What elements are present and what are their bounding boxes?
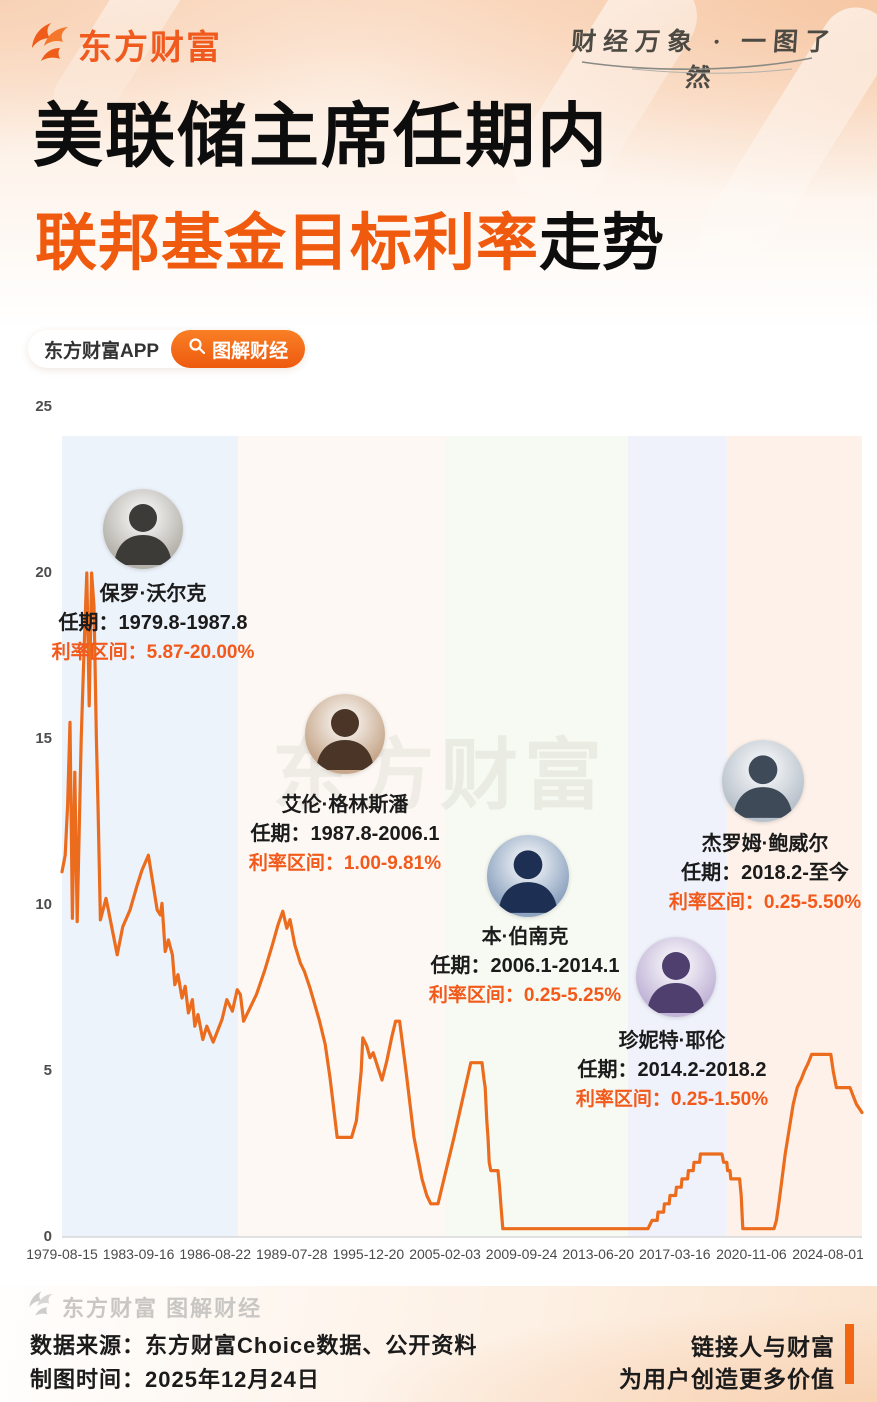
tenure-value: 2006.1-2014.1 [490,955,620,977]
rate-value: 0.25-5.25% [523,985,622,1006]
brand-logo: 东方财富 [30,20,222,69]
x-tick-label: 1995-12-20 [332,1246,405,1262]
slogan-swoosh-decoration [581,57,813,74]
tenure-value: 1979.8-1987.8 [118,612,248,634]
chairman-tenure: 任期：2018.2-至今 [640,859,877,888]
footer-watermark-text: 东方财富 图解财经 [62,1295,263,1321]
tenure-label: 任期： [577,1059,638,1081]
eastmoney-logo-icon-gray [28,1290,54,1323]
banner-background [0,0,877,330]
y-tick-label: 15 [35,730,52,747]
y-tick-label: 5 [43,1062,52,1079]
rate-value: 0.25-5.50% [763,892,862,913]
bernanke-photo [487,835,569,917]
rate-label: 利率区间： [248,853,344,874]
footer-background [0,1286,877,1402]
app-pill[interactable]: 东方财富APP 图解财经 [28,330,306,368]
page-subtitle: 联邦基金目标利率走势 [35,192,665,282]
brand-logo-text: 东方财富 [78,29,222,67]
page-title: 美联储主席任期内 [33,97,609,175]
chairman-rate-range: 利率区间：0.25-5.50% [640,888,877,917]
powell-photo [722,740,804,822]
footer-accent-bar [845,1324,854,1384]
chairman-name: 杰罗姆·鲍威尔 [701,833,829,855]
chart-finance-button-label: 图解财经 [212,340,289,362]
tenure-label: 任期： [250,823,311,845]
x-tick-label: 1979-08-15 [26,1246,98,1262]
footer-watermark: 东方财富 图解财经 [28,1290,262,1323]
chairman-name: 艾伦·格林斯潘 [281,794,409,816]
yellen-info: 珍妮特·耶伦 任期：2014.2-2018.2 利率区间：0.25-1.50% [537,1027,807,1114]
x-tick-label: 2005-02-03 [409,1246,481,1262]
x-tick-label: 2013-06-20 [562,1246,634,1262]
powell-info: 杰罗姆·鲍威尔 任期：2018.2-至今 利率区间：0.25-5.50% [640,830,877,917]
y-tick-label: 0 [43,1228,52,1245]
y-tick-label: 25 [35,398,52,415]
x-tick-label: 1989-07-28 [255,1246,328,1262]
subtitle-rest: 走势 [539,209,666,278]
chairman-rate-range: 利率区间：5.87-20.00% [18,638,288,667]
app-pill-label: 东方财富APP [44,340,160,362]
search-icon [188,337,206,361]
chairman-tenure: 任期：2006.1-2014.1 [390,952,660,981]
rate-label: 利率区间： [428,985,524,1006]
chairman-tenure: 任期：2014.2-2018.2 [537,1056,807,1085]
x-tick-label: 2017-03-16 [638,1246,711,1262]
x-tick-label: 1983-09-16 [102,1246,175,1262]
chairman-rate-range: 利率区间：0.25-5.25% [390,981,660,1010]
rate-label: 利率区间： [575,1089,671,1110]
rate-value: 1.00-9.81% [343,853,442,874]
greenspan-photo [305,694,385,774]
volcker-photo [103,489,183,569]
rate-label: 利率区间： [51,642,147,663]
chairman-tenure: 任期：1979.8-1987.8 [18,609,288,638]
chairman-name: 本·伯南克 [481,926,569,948]
chart-finance-button[interactable]: 图解财经 [171,330,306,368]
tenure-value: 2014.2-2018.2 [637,1059,767,1081]
tenure-label: 任期： [681,862,742,884]
tenure-label: 任期： [58,612,119,634]
yellen-photo [636,937,716,1017]
y-tick-label: 20 [35,564,52,581]
tenure-value: 2018.2-至今 [741,862,849,884]
chairman-rate-range: 利率区间：1.00-9.81% [210,849,480,878]
chart-date-line: 制图时间：2025年12月24日 [30,1367,320,1392]
rate-label: 利率区间： [668,892,764,913]
chairman-name: 珍妮特·耶伦 [618,1030,726,1052]
brand-slogan-line1: 链接人与财富 [691,1334,835,1360]
y-tick-label: 10 [35,896,52,913]
data-source-line: 数据来源：东方财富Choice数据、公开资料 [30,1333,478,1358]
greenspan-info: 艾伦·格林斯潘 任期：1987.8-2006.1 利率区间：1.00-9.81% [210,791,480,878]
bernanke-info: 本·伯南克 任期：2006.1-2014.1 利率区间：0.25-5.25% [390,923,660,1010]
subtitle-highlight: 联邦基金目标利率 [35,209,540,278]
chairman-name: 保罗·沃尔克 [99,583,207,605]
chairman-rate-range: 利率区间：0.25-1.50% [537,1085,807,1114]
x-tick-label: 2024-08-01 [792,1246,864,1262]
eastmoney-logo-icon [30,21,70,68]
x-tick-label: 2020-11-06 [716,1246,787,1262]
x-tick-label: 2009-09-24 [485,1246,558,1262]
tenure-label: 任期： [430,955,491,977]
chairman-tenure: 任期：1987.8-2006.1 [210,820,480,849]
tenure-value: 1987.8-2006.1 [310,823,440,845]
volcker-info: 保罗·沃尔克 任期：1979.8-1987.8 利率区间：5.87-20.00% [18,580,288,667]
rate-value: 0.25-1.50% [670,1089,769,1110]
brand-slogan-line2: 为用户创造更多价值 [619,1366,835,1392]
x-tick-label: 1986-08-22 [179,1246,251,1262]
rate-value: 5.87-20.00% [146,642,255,663]
